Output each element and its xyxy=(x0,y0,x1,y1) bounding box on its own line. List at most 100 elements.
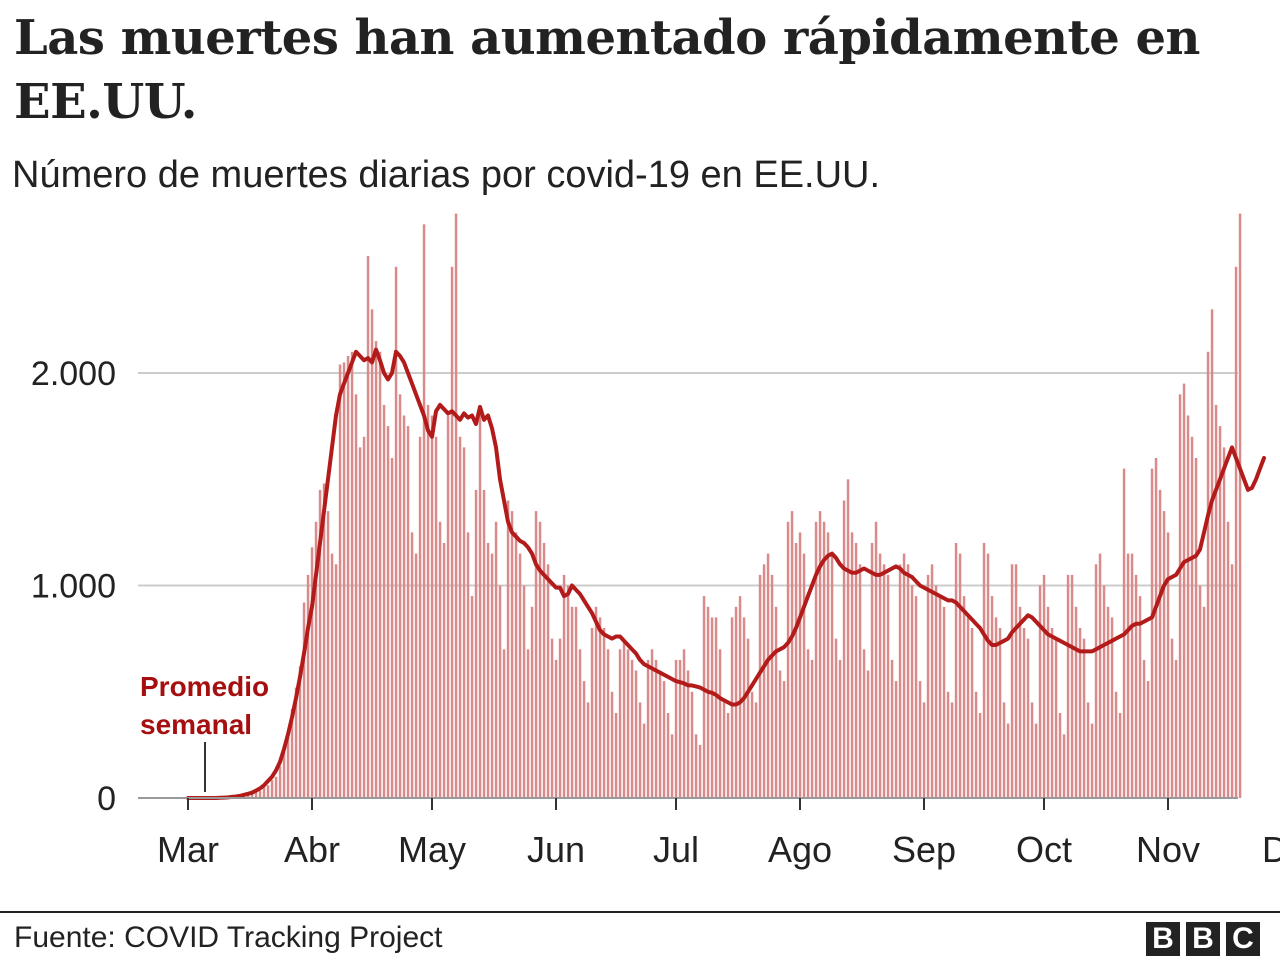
daily-deaths-bar xyxy=(830,553,834,798)
chart-subtitle: Número de muertes diarias por covid-19 e… xyxy=(12,154,881,196)
daily-deaths-bar xyxy=(310,547,314,799)
footer-divider xyxy=(0,911,1280,913)
daily-deaths-bar xyxy=(1006,723,1010,798)
daily-deaths-bar xyxy=(898,564,902,799)
daily-deaths-bar xyxy=(974,691,978,799)
daily-deaths-bar xyxy=(618,649,622,799)
daily-deaths-bar xyxy=(458,436,462,799)
daily-deaths-bar xyxy=(566,585,570,798)
daily-deaths-bar xyxy=(730,617,734,798)
chart-title: Las muertes han aumentado rápidamente en… xyxy=(14,10,1200,130)
daily-deaths-bar xyxy=(526,649,530,799)
daily-deaths-bar xyxy=(398,394,402,799)
x-tick-label: Abr xyxy=(284,829,340,870)
daily-deaths-bar xyxy=(662,681,666,798)
daily-deaths-bar xyxy=(862,649,866,799)
daily-deaths-bar xyxy=(870,543,874,798)
daily-deaths-bar xyxy=(262,787,266,798)
daily-deaths-bar xyxy=(890,659,894,798)
daily-deaths-bar xyxy=(294,687,298,798)
daily-deaths-bar xyxy=(374,341,378,798)
bbc-logo-letter: B xyxy=(1186,922,1220,956)
daily-deaths-bar xyxy=(378,351,382,799)
daily-deaths-bar xyxy=(590,628,594,798)
daily-deaths-bar xyxy=(710,617,714,798)
daily-deaths-bar xyxy=(770,574,774,798)
daily-deaths-bar xyxy=(1026,638,1030,798)
daily-deaths-bar xyxy=(1162,511,1166,798)
daily-deaths-bar xyxy=(430,415,434,798)
deaths-chart: 0 1.000 2.000 Mar Abr May Jun Jul Ago Sep Oct Nov Di… xyxy=(31,213,1280,870)
daily-deaths-bar xyxy=(542,543,546,798)
daily-deaths-bar xyxy=(534,511,538,798)
daily-deaths-bar xyxy=(402,415,406,798)
daily-deaths-bar xyxy=(778,670,782,798)
x-tick-label: Mar xyxy=(157,829,219,870)
daily-deaths-bar xyxy=(486,543,490,798)
daily-deaths-bar xyxy=(690,691,694,799)
daily-deaths-bar xyxy=(1086,702,1090,798)
x-tick-label: Jul xyxy=(653,829,699,870)
daily-deaths-bar xyxy=(674,659,678,798)
daily-deaths-bar xyxy=(722,702,726,798)
daily-deaths-bar xyxy=(902,553,906,798)
daily-deaths-bar xyxy=(1062,734,1066,799)
daily-deaths-bar xyxy=(586,702,590,798)
daily-deaths-bar xyxy=(594,606,598,799)
daily-deaths-bar xyxy=(290,708,294,799)
daily-deaths-bar xyxy=(1234,266,1238,799)
daily-deaths-bar xyxy=(790,511,794,798)
daily-deaths-bar xyxy=(314,521,318,799)
weekly-average-line xyxy=(186,347,1266,800)
daily-deaths-bar xyxy=(1014,564,1018,799)
daily-deaths-bar xyxy=(1174,659,1178,798)
daily-deaths-bar xyxy=(550,638,554,798)
daily-deaths-bar xyxy=(922,702,926,798)
daily-deaths-bar xyxy=(806,649,810,799)
daily-deaths-bar xyxy=(462,447,466,798)
daily-deaths-bar xyxy=(506,500,510,798)
daily-deaths-bar xyxy=(814,521,818,799)
daily-deaths-bar xyxy=(678,659,682,798)
daily-deaths-bar xyxy=(738,596,742,798)
daily-deaths-bar xyxy=(558,638,562,798)
daily-deaths-bar xyxy=(1038,585,1042,798)
daily-deaths-bar xyxy=(1226,521,1230,799)
daily-deaths-bar xyxy=(494,521,498,799)
daily-deaths-bar xyxy=(274,776,278,799)
daily-deaths-bar xyxy=(574,606,578,799)
daily-deaths-bar xyxy=(538,521,542,799)
y-tick-label: 0 xyxy=(97,780,116,818)
daily-deaths-bar xyxy=(826,532,830,798)
bar-layer xyxy=(218,213,1242,799)
daily-deaths-bar xyxy=(794,543,798,798)
daily-deaths-bar xyxy=(1218,426,1222,798)
daily-deaths-bar xyxy=(706,606,710,799)
daily-deaths-bar xyxy=(1222,447,1226,798)
daily-deaths-bar xyxy=(1002,702,1006,798)
daily-deaths-bar xyxy=(810,659,814,798)
daily-deaths-bar xyxy=(1046,606,1050,799)
daily-deaths-bar xyxy=(686,670,690,798)
axis-layer: 0 1.000 2.000 Mar Abr May Jun Jul Ago Sep Oct Nov Di… xyxy=(31,355,1280,870)
daily-deaths-bar xyxy=(578,649,582,799)
daily-deaths-bar xyxy=(1178,394,1182,799)
daily-deaths-bar xyxy=(598,617,602,798)
daily-deaths-bar xyxy=(726,713,730,798)
daily-deaths-bar xyxy=(654,659,658,798)
daily-deaths-bar xyxy=(850,532,854,798)
daily-deaths-bar xyxy=(394,266,398,799)
daily-deaths-bar xyxy=(926,574,930,798)
daily-deaths-bar xyxy=(646,659,650,798)
daily-deaths-bar xyxy=(698,744,702,798)
x-tick-label: Dic xyxy=(1262,829,1280,870)
daily-deaths-bar xyxy=(282,749,286,798)
daily-deaths-bar xyxy=(338,364,342,798)
daily-deaths-bar xyxy=(934,585,938,798)
daily-deaths-bar xyxy=(990,596,994,798)
daily-deaths-bar xyxy=(798,532,802,798)
daily-deaths-bar xyxy=(650,649,654,799)
daily-deaths-bar xyxy=(1030,702,1034,798)
daily-deaths-bar xyxy=(670,734,674,799)
daily-deaths-bar xyxy=(606,649,610,799)
